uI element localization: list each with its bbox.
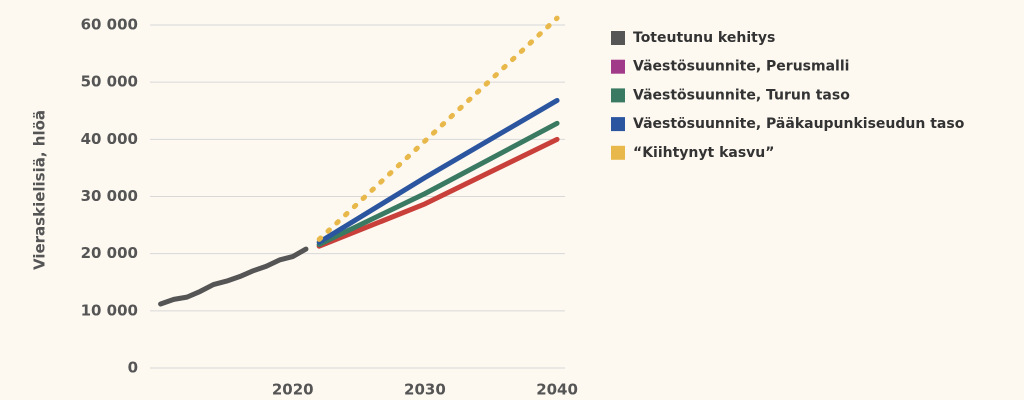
series-line bbox=[316, 97, 560, 245]
series-line bbox=[158, 246, 309, 307]
legend-swatch bbox=[611, 88, 625, 103]
y-tick-label: 0 bbox=[128, 359, 138, 377]
y-axis-label: Vieraskielisiä, hlöä bbox=[31, 110, 49, 270]
x-tick-label: 2040 bbox=[536, 381, 578, 399]
x-tick-label: 2030 bbox=[404, 381, 446, 399]
y-tick-label: 60 000 bbox=[81, 16, 138, 34]
legend-swatch bbox=[611, 145, 625, 160]
legend-swatch bbox=[611, 117, 625, 132]
legend-swatch bbox=[611, 31, 625, 45]
legend-label: Väestösuunnite, Perusmalli bbox=[633, 59, 849, 75]
legend-label: Väestösuunnite, Pääkaupunkiseudun taso bbox=[633, 116, 965, 132]
legend-label: Väestösuunnite, Turun taso bbox=[633, 87, 850, 103]
y-tick-label: 40 000 bbox=[81, 130, 138, 148]
y-tick-label: 20 000 bbox=[81, 244, 138, 262]
y-tick-label: 30 000 bbox=[81, 187, 138, 205]
series-line bbox=[316, 120, 560, 248]
legend-swatch bbox=[611, 59, 625, 74]
series-line bbox=[316, 136, 560, 249]
x-tick-label: 2020 bbox=[272, 381, 314, 399]
legend-label: Toteutunu kehitys bbox=[633, 30, 775, 46]
legend-label: “Kiihtynyt kasvu” bbox=[633, 145, 774, 161]
y-tick-label: 10 000 bbox=[81, 301, 138, 319]
y-tick-label: 50 000 bbox=[81, 73, 138, 91]
